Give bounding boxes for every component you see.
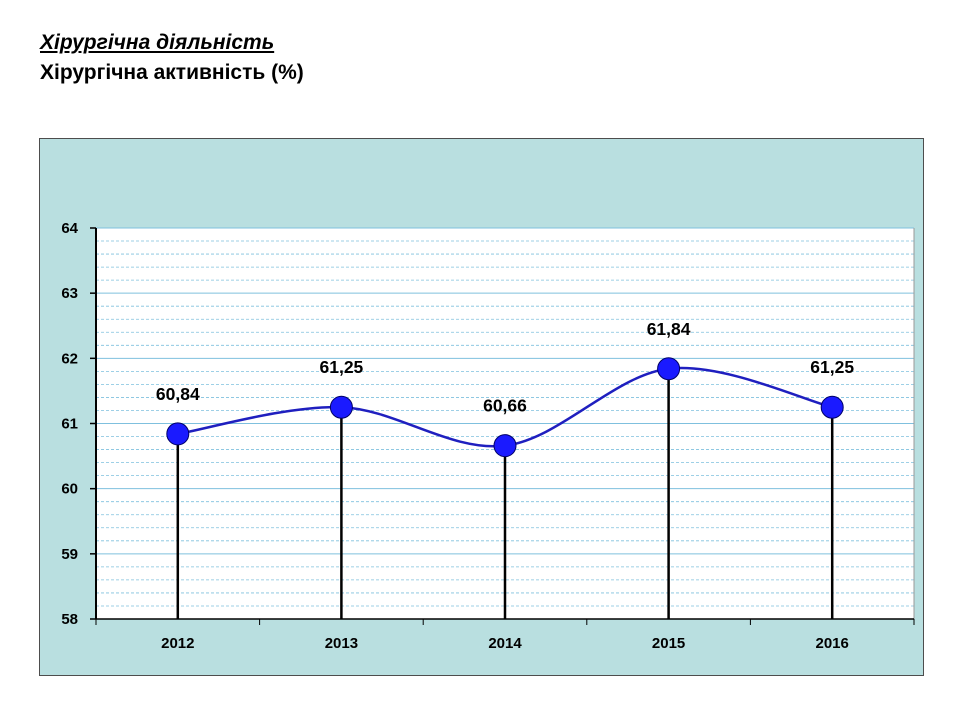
data-point-marker [329, 395, 353, 419]
y-tick-label: 59 [61, 546, 78, 563]
y-tick-label: 61 [61, 416, 78, 433]
drop-lines [176, 368, 834, 619]
page-heading: Хірургічна діяльність Хірургічна активні… [40, 28, 304, 88]
chart-panel: 60,84 61,25 60,66 61,84 61,25 58 59 60 61 62 63 64… [39, 138, 924, 676]
data-label: 60,84 [156, 384, 200, 404]
data-point-marker [820, 395, 844, 419]
y-tick-label: 63 [61, 285, 78, 302]
x-tick-label: 2015 [652, 635, 685, 652]
data-label: 61,25 [320, 357, 364, 377]
y-tick-label: 62 [61, 350, 78, 367]
data-labels: 60,84 61,25 60,66 61,84 61,25 [156, 319, 854, 416]
x-tick-label: 2014 [488, 635, 522, 652]
data-point-marker [166, 422, 190, 446]
page-title: Хірургічна діяльність [40, 31, 275, 54]
page-subtitle: Хірургічна активність (%) [40, 61, 304, 84]
y-tick-label: 58 [61, 611, 78, 628]
x-tick-label: 2013 [325, 635, 358, 652]
grid-lines [96, 227, 915, 619]
line-chart: 60,84 61,25 60,66 61,84 61,25 58 59 60 61 62 63 64… [61, 220, 915, 652]
data-label: 61,25 [810, 357, 854, 377]
data-label: 60,66 [483, 396, 527, 416]
x-tick-label: 2016 [816, 635, 849, 652]
data-point-marker [493, 434, 517, 458]
data-label: 61,84 [647, 319, 691, 339]
series [166, 357, 844, 458]
data-point-marker [657, 357, 681, 381]
x-tick-label: 2012 [161, 635, 194, 652]
y-tick-label: 60 [61, 481, 78, 498]
tick-labels: 58 59 60 61 62 63 64 2012 2013 2014 2015 2016 [61, 220, 849, 652]
y-tick-label: 64 [61, 220, 78, 237]
